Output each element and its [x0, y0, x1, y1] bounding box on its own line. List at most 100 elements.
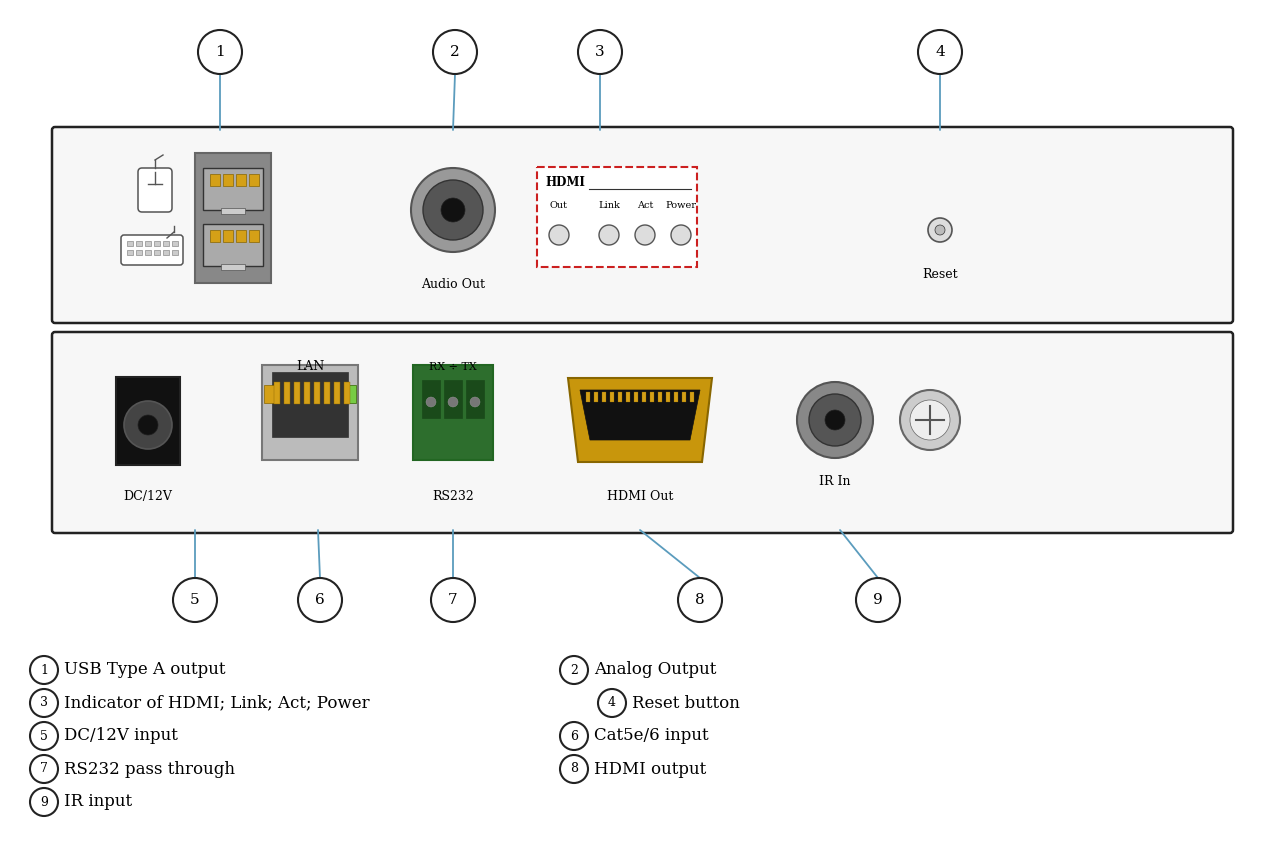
Circle shape: [635, 225, 655, 245]
Bar: [172, 250, 178, 255]
Text: Reset: Reset: [922, 268, 957, 281]
Text: 7: 7: [448, 593, 458, 607]
Circle shape: [928, 218, 952, 242]
Text: Act: Act: [637, 201, 653, 209]
Text: DC/12V: DC/12V: [124, 490, 173, 503]
Text: 9: 9: [40, 795, 47, 808]
Circle shape: [470, 397, 480, 407]
Bar: [116, 377, 180, 465]
Circle shape: [561, 722, 588, 750]
Text: 8: 8: [695, 593, 705, 607]
Text: USB Type A output: USB Type A output: [64, 662, 225, 679]
Circle shape: [900, 390, 960, 450]
Bar: [466, 380, 484, 418]
FancyBboxPatch shape: [52, 127, 1233, 323]
Circle shape: [826, 410, 845, 430]
Circle shape: [29, 755, 58, 783]
Bar: [210, 174, 220, 186]
Text: Audio Out: Audio Out: [421, 278, 485, 291]
Bar: [204, 168, 262, 210]
Text: 2: 2: [570, 663, 579, 676]
Bar: [223, 174, 233, 186]
Text: 6: 6: [315, 593, 325, 607]
FancyBboxPatch shape: [195, 153, 271, 283]
Bar: [163, 250, 169, 255]
Bar: [658, 392, 662, 402]
Text: IR input: IR input: [64, 794, 132, 811]
Bar: [210, 230, 220, 242]
Text: 4: 4: [936, 45, 945, 59]
Bar: [611, 392, 614, 402]
Bar: [223, 230, 233, 242]
Circle shape: [426, 397, 436, 407]
Circle shape: [579, 30, 622, 74]
Circle shape: [433, 30, 477, 74]
Bar: [250, 174, 259, 186]
Bar: [650, 392, 654, 402]
Bar: [344, 382, 349, 404]
Bar: [204, 224, 262, 266]
Bar: [294, 382, 300, 404]
Bar: [250, 230, 259, 242]
Circle shape: [124, 401, 172, 449]
Bar: [413, 365, 493, 460]
Bar: [127, 250, 133, 255]
Bar: [586, 392, 590, 402]
Bar: [314, 382, 320, 404]
FancyBboxPatch shape: [138, 168, 172, 212]
Bar: [221, 264, 244, 270]
Circle shape: [411, 168, 495, 252]
Circle shape: [138, 415, 157, 435]
Bar: [236, 230, 246, 242]
Circle shape: [173, 578, 218, 622]
Circle shape: [448, 397, 458, 407]
Polygon shape: [580, 390, 700, 440]
Text: RS232: RS232: [433, 490, 474, 503]
Bar: [602, 392, 605, 402]
Bar: [274, 382, 280, 404]
Circle shape: [29, 722, 58, 750]
Text: Link: Link: [598, 201, 620, 209]
Bar: [305, 382, 310, 404]
Circle shape: [431, 578, 475, 622]
Text: HDMI Out: HDMI Out: [607, 490, 673, 503]
Bar: [145, 250, 151, 255]
Bar: [127, 241, 133, 246]
Bar: [324, 382, 330, 404]
Text: Cat5e/6 input: Cat5e/6 input: [594, 728, 709, 745]
Text: RS232 pass through: RS232 pass through: [64, 760, 236, 777]
Bar: [334, 382, 340, 404]
Circle shape: [598, 689, 626, 717]
Circle shape: [561, 755, 588, 783]
Circle shape: [442, 198, 465, 222]
Text: 1: 1: [215, 45, 225, 59]
Circle shape: [298, 578, 342, 622]
Bar: [154, 250, 160, 255]
Bar: [273, 372, 348, 437]
Text: 4: 4: [608, 697, 616, 710]
Circle shape: [918, 30, 963, 74]
Bar: [154, 241, 160, 246]
Bar: [675, 392, 678, 402]
Bar: [634, 392, 637, 402]
Text: RX ÷ TX: RX ÷ TX: [429, 362, 477, 372]
Text: Out: Out: [550, 201, 568, 209]
Bar: [264, 385, 274, 403]
Circle shape: [910, 400, 950, 440]
Bar: [172, 241, 178, 246]
Circle shape: [29, 656, 58, 684]
Circle shape: [797, 382, 873, 458]
Text: 6: 6: [570, 729, 579, 742]
Bar: [221, 208, 244, 214]
Bar: [444, 380, 462, 418]
Text: 8: 8: [570, 763, 579, 776]
Text: HDMI output: HDMI output: [594, 760, 707, 777]
Bar: [626, 392, 630, 402]
Text: DC/12V input: DC/12V input: [64, 728, 178, 745]
Bar: [538, 167, 698, 267]
Circle shape: [422, 180, 483, 240]
Text: HDMI: HDMI: [545, 177, 585, 190]
Circle shape: [599, 225, 620, 245]
Bar: [145, 241, 151, 246]
Text: 3: 3: [595, 45, 605, 59]
